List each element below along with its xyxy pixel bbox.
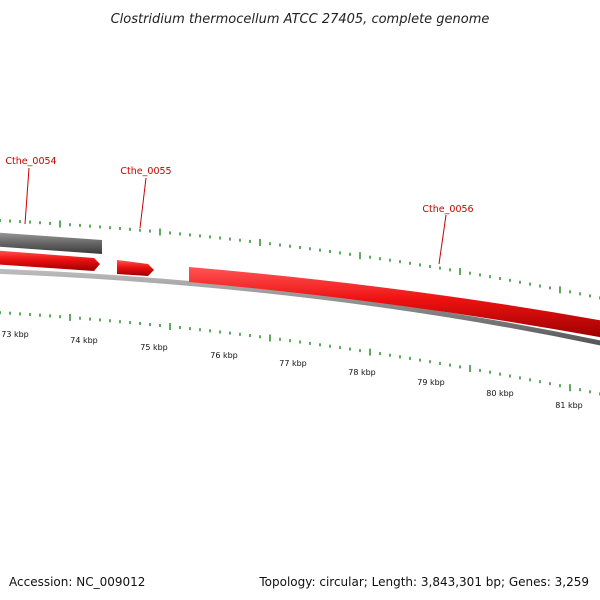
gene-cthe-0055[interactable] xyxy=(117,260,154,276)
scale-label-74: 74 kbp xyxy=(70,336,98,345)
scale-label-73: 73 kbp xyxy=(1,330,29,339)
gene-labels: Cthe_0054 Cthe_0055 Cthe_0056 xyxy=(5,156,474,265)
accession-label: Accession: NC_009012 xyxy=(9,575,145,589)
scale-labels: 73 kbp 74 kbp 75 kbp 76 kbp 77 kbp 78 kb… xyxy=(1,330,583,410)
scale-label-77: 77 kbp xyxy=(279,359,307,368)
genome-summary: Topology: circular; Length: 3,843,301 bp… xyxy=(258,575,589,589)
gene-label-cthe-0056[interactable]: Cthe_0056 xyxy=(422,204,473,215)
inner-tick-ring xyxy=(0,311,600,396)
genome-backbone xyxy=(0,268,600,346)
outer-tick-ring xyxy=(0,219,600,300)
gene-cthe-0054[interactable] xyxy=(0,232,102,254)
gene-label-leader-0055 xyxy=(139,177,147,229)
scale-label-80: 80 kbp xyxy=(486,389,514,398)
gene-label-leader-0054 xyxy=(24,167,30,225)
gene-label-cthe-0055[interactable]: Cthe_0055 xyxy=(120,166,171,177)
map-title: Clostridium thermocellum ATCC 27405, com… xyxy=(111,12,490,27)
gene-cthe-0056[interactable] xyxy=(189,267,600,339)
scale-label-78: 78 kbp xyxy=(348,368,376,377)
scale-label-81: 81 kbp xyxy=(555,401,583,410)
gene-cthe-0055-left-part[interactable] xyxy=(0,250,100,271)
gene-label-cthe-0054[interactable]: Cthe_0054 xyxy=(5,156,56,167)
gene-label-leader-0056 xyxy=(438,214,447,265)
scale-label-76: 76 kbp xyxy=(210,351,238,360)
scale-label-75: 75 kbp xyxy=(140,343,168,352)
scale-label-79: 79 kbp xyxy=(417,378,445,387)
